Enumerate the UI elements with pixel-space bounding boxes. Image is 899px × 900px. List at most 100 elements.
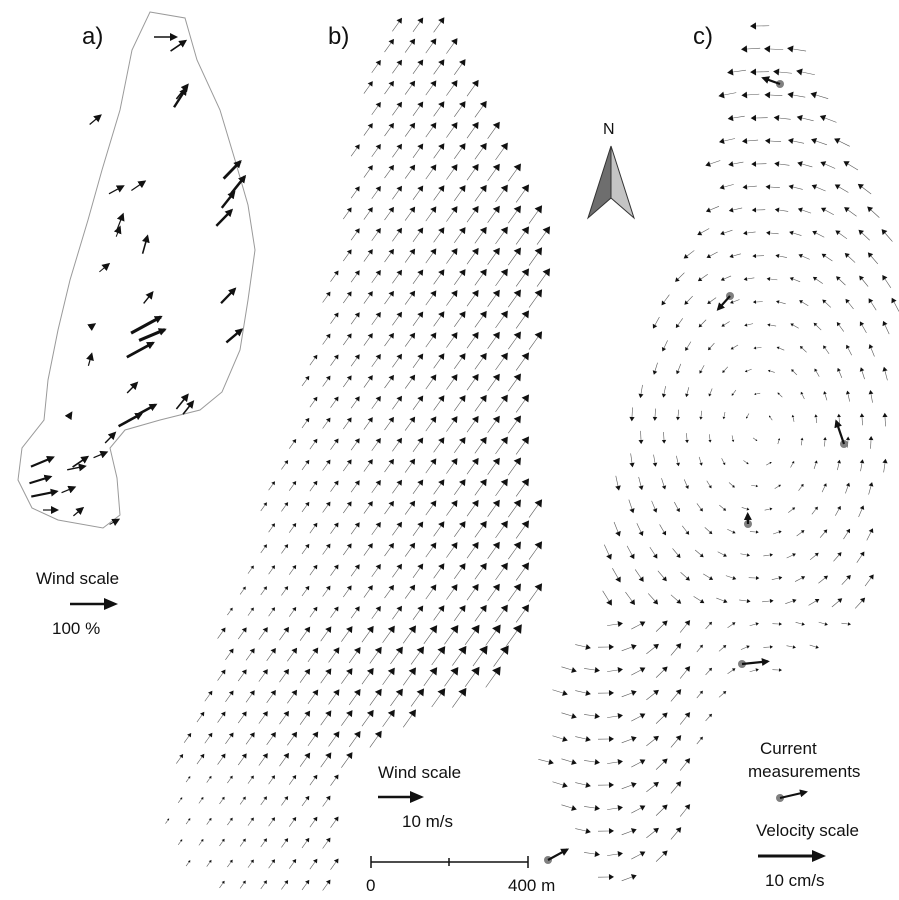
wind-field-arrow-b	[388, 122, 394, 129]
wind-field-arrow-b-tail	[454, 609, 463, 622]
current-field-arrow-c-tail	[746, 231, 756, 234]
wind-field-arrow-b	[438, 605, 445, 613]
wind-field-arrow-b-tail	[309, 777, 316, 786]
wind-field-arrow-b	[438, 101, 445, 109]
wind-field-arrow-b	[409, 206, 416, 213]
current-field-arrow-c	[652, 323, 658, 329]
wind-field-arrow-b-tail	[322, 546, 329, 555]
wind-field-arrow-b	[513, 163, 521, 172]
wind-field-arrow-b	[354, 564, 360, 570]
current-field-arrow-c	[652, 462, 658, 467]
wind-field-arrow-b-tail	[245, 651, 253, 661]
wind-field-arrow-b	[500, 562, 508, 571]
current-field-arrow-c-tail	[833, 554, 840, 562]
current-field-arrow-c-tail	[700, 273, 708, 280]
wind-field-arrow-b	[313, 354, 318, 360]
wind-field-arrow-b	[438, 185, 445, 193]
wind-field-arrow-b	[492, 121, 500, 130]
current-field-arrow-c-tail	[657, 570, 665, 579]
wind-field-arrow-b	[492, 163, 500, 172]
wind-field-arrow-b-tail	[363, 588, 371, 598]
current-field-arrow-c-tail	[723, 366, 729, 372]
current-field-arrow-c	[868, 574, 874, 580]
wind-arrow-a	[173, 87, 188, 108]
wind-field-arrow-b-tail	[382, 672, 392, 685]
wind-field-arrows-b	[165, 17, 551, 891]
current-field-arrow-c-tail	[763, 554, 771, 557]
current-field-arrow-c	[684, 712, 691, 718]
wind-field-arrow-b	[367, 123, 373, 129]
wind-field-arrow-b-tail	[371, 63, 379, 73]
wind-arrow-a	[135, 403, 158, 417]
wind-field-arrow-b	[430, 500, 437, 507]
wind-field-arrow-b	[346, 207, 352, 213]
wind-field-arrow-b-tail	[425, 126, 434, 138]
current-field-arrow-c	[639, 759, 646, 765]
wind-field-arrow-b	[333, 480, 339, 486]
current-field-arrow-c	[754, 392, 757, 396]
current-field-arrow-c-tail	[778, 255, 787, 258]
current-field-arrow-c	[812, 230, 818, 236]
current-field-arrow-c	[728, 207, 734, 213]
current-field-arrow-c-tail	[636, 523, 642, 533]
current-field-arrow-c	[708, 393, 712, 397]
wind-field-arrow-b	[220, 753, 226, 759]
current-field-arrow-c	[778, 530, 782, 534]
wind-field-arrow-b	[250, 775, 254, 780]
current-field-arrow-c	[639, 805, 646, 811]
wind-field-arrow-b	[479, 562, 487, 571]
wind-field-arrow-b	[367, 249, 373, 255]
current-field-arrow-c	[767, 323, 771, 327]
wind-field-arrow-b	[479, 645, 488, 655]
current-field-arrow-c	[548, 759, 554, 765]
current-field-arrow-c-tail	[788, 508, 794, 513]
wind-field-arrow-b-tail	[343, 294, 350, 304]
wind-field-arrow-b	[305, 459, 310, 465]
wind-field-arrow-b-tail	[279, 672, 287, 683]
current-field-arrow-c-tail	[746, 323, 754, 326]
current-field-arrow-c-tail	[740, 646, 748, 650]
current-field-arrow-c	[810, 91, 818, 99]
wind-field-arrow-b	[513, 247, 521, 256]
wind-field-arrow-b-tail	[343, 462, 350, 472]
wind-field-arrow-b	[325, 795, 331, 801]
current-field-arrow-c	[722, 691, 727, 695]
current-field-arrow-c-tail	[723, 92, 737, 96]
wind-field-arrow-b	[313, 438, 318, 444]
wind-field-arrow-b-tail	[237, 756, 245, 766]
wind-field-arrow-b-tail	[487, 546, 497, 559]
current-field-arrow-c-tail	[727, 669, 734, 674]
current-field-arrow-c-tail	[696, 738, 702, 745]
wind-field-arrow-b	[292, 816, 297, 822]
wind-field-arrow-b	[333, 354, 339, 360]
wind-field-arrow-b	[430, 458, 437, 465]
wind-field-arrow-b	[291, 647, 298, 654]
wind-field-arrow-b-tail	[309, 819, 316, 828]
current-field-arrow-c	[699, 553, 704, 558]
current-field-arrow-c	[769, 645, 773, 649]
wind-field-arrow-b-tail	[309, 399, 316, 408]
current-field-arrow-c	[699, 370, 703, 374]
current-field-arrow-c	[823, 437, 827, 441]
wind-field-arrow-b-tail	[288, 483, 295, 491]
wind-field-arrow-b	[305, 879, 310, 885]
current-field-arrow-c-tail	[801, 255, 810, 260]
wind-field-arrow-b	[479, 100, 487, 109]
wind-field-arrow-b-tail	[495, 399, 505, 413]
wind-field-arrow-b	[438, 479, 445, 487]
wind-field-arrow-b-tail	[515, 567, 526, 581]
wind-field-arrow-b	[354, 689, 361, 697]
wind-field-arrow-b-tail	[258, 714, 266, 724]
wind-field-arrow-b-tail	[404, 294, 413, 305]
wind-field-arrow-b	[429, 667, 438, 676]
wind-field-arrow-b	[325, 626, 332, 633]
wind-field-arrow-b	[271, 523, 275, 528]
wind-field-arrow-b	[459, 479, 466, 487]
current-field-arrow-c	[698, 323, 703, 328]
wind-field-arrow-b	[375, 228, 381, 234]
wind-field-arrow-b	[500, 520, 508, 529]
wind-field-arrow-b-tail	[444, 672, 455, 687]
wind-field-arrow-b	[283, 626, 289, 633]
current-field-arrow-c-tail	[584, 760, 596, 763]
wind-field-arrow-b	[367, 375, 373, 381]
